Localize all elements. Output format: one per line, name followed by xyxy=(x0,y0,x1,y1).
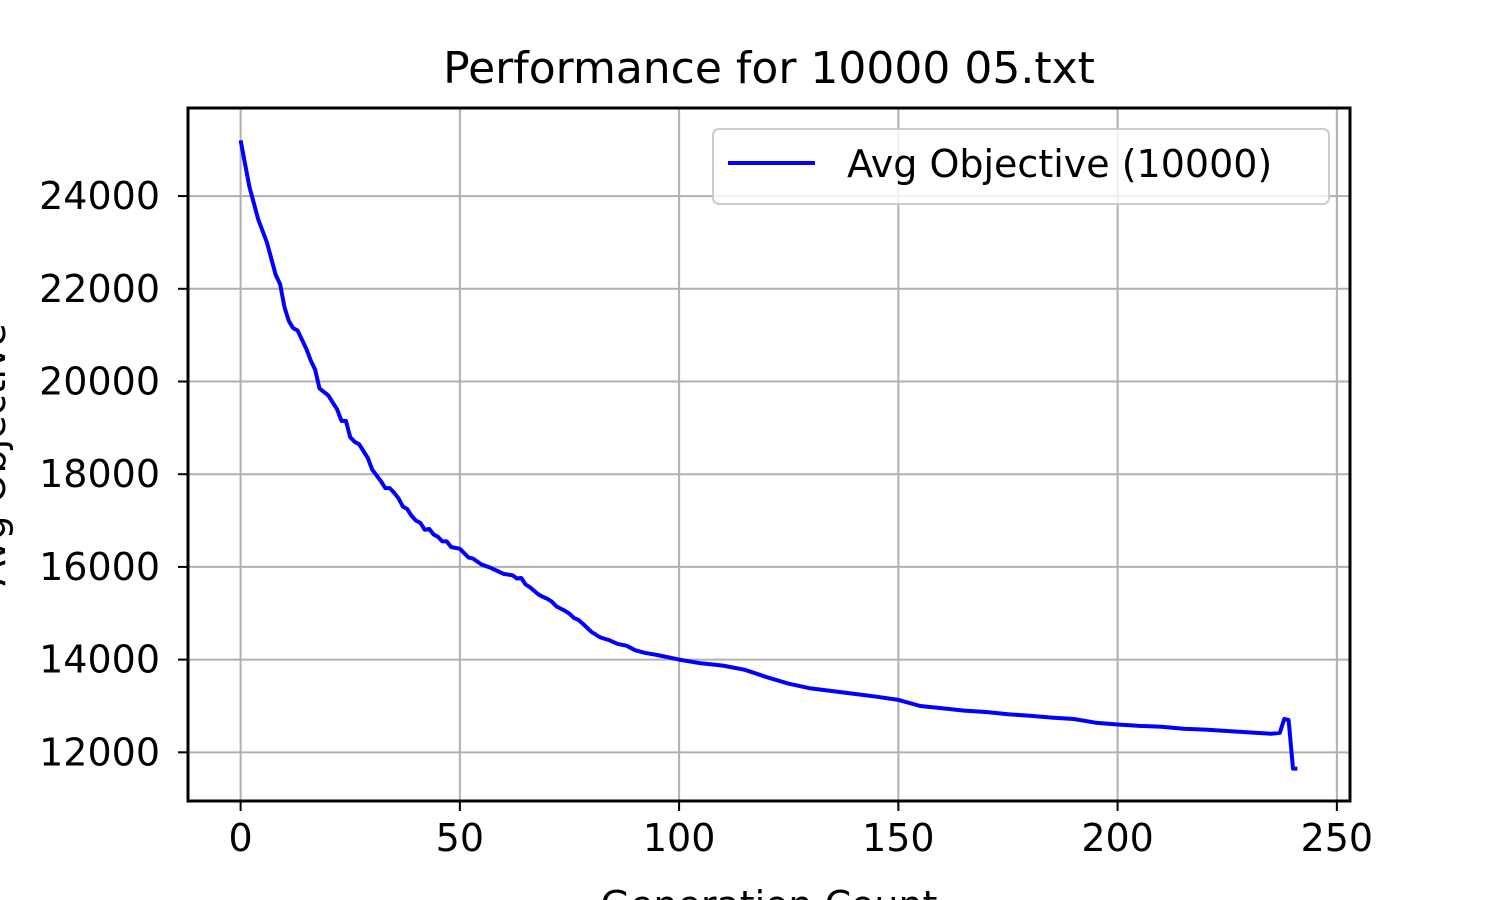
x-tick-label: 250 xyxy=(1301,816,1374,860)
y-tick-label: 20000 xyxy=(39,359,160,403)
x-tick-label: 50 xyxy=(436,816,484,860)
x-tick-label: 100 xyxy=(643,816,716,860)
y-axis-label: Avg Objective xyxy=(0,323,14,586)
x-axis-label: Generation Count xyxy=(601,883,938,900)
legend-box xyxy=(712,128,1330,205)
series-layer xyxy=(238,140,1298,771)
chart-title: Performance for 10000 05.txt xyxy=(443,43,1095,94)
x-tick-label: 200 xyxy=(1081,816,1154,860)
y-tick-label: 12000 xyxy=(39,730,160,774)
x-tick-label: 0 xyxy=(229,816,253,860)
y-tick-label: 18000 xyxy=(39,452,160,496)
y-tick-label: 14000 xyxy=(39,638,160,682)
plot-area-frame xyxy=(186,106,1352,803)
x-tick-label: 150 xyxy=(862,816,935,860)
y-tick-label: 16000 xyxy=(39,545,160,589)
series-line-avg-objective xyxy=(238,140,1298,771)
y-tick-label: 24000 xyxy=(39,174,160,218)
legend-label-avg-objective: Avg Objective (10000) xyxy=(847,142,1272,186)
axis-ticks: 0 50 100 150 200 250 12000 14000 16000 18000 20000… xyxy=(39,174,1373,860)
grid-lines xyxy=(188,108,1350,801)
y-tick-label: 22000 xyxy=(39,267,160,311)
legend: Avg Objective (10000) xyxy=(712,128,1330,205)
